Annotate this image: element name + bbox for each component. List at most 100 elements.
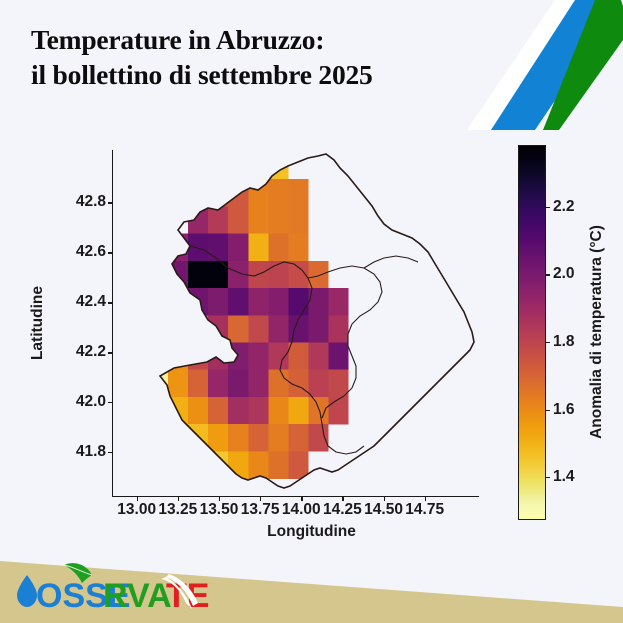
heat-cell bbox=[228, 288, 249, 316]
heat-cell bbox=[228, 396, 249, 425]
heat-cell bbox=[168, 288, 189, 316]
heat-cell bbox=[160, 315, 169, 343]
x-tick bbox=[218, 497, 221, 501]
region-outline bbox=[158, 153, 475, 489]
y-tick bbox=[108, 452, 112, 454]
heat-cell bbox=[288, 260, 309, 289]
title-line-1: Temperature in Abruzzo: bbox=[31, 24, 325, 55]
x-tick bbox=[136, 497, 138, 501]
heat-cell bbox=[288, 396, 309, 425]
y-tick bbox=[108, 302, 112, 304]
y-axis-spine bbox=[112, 150, 114, 497]
heat-cell bbox=[268, 369, 289, 398]
x-tick-label: 14.75 bbox=[405, 501, 445, 518]
y-tick-label: 42.0 bbox=[75, 393, 106, 411]
heat-cell bbox=[208, 154, 229, 180]
x-tick-label: 13.00 bbox=[117, 501, 157, 518]
x-axis-title: Longitudine bbox=[267, 523, 356, 540]
heat-cell bbox=[248, 233, 269, 262]
heat-cell bbox=[228, 315, 249, 343]
x-tick-label: 14.00 bbox=[281, 501, 321, 518]
colorbar-tick bbox=[545, 477, 550, 479]
heat-cell bbox=[248, 288, 269, 316]
heat-cell bbox=[188, 260, 209, 289]
colorbar-tick-label: 2.0 bbox=[553, 265, 575, 283]
heat-cell bbox=[328, 288, 349, 316]
heat-cell bbox=[308, 396, 329, 425]
heat-cell bbox=[168, 369, 189, 398]
heat-cell bbox=[188, 396, 209, 425]
heat-cell bbox=[288, 233, 309, 262]
y-tick bbox=[108, 202, 112, 204]
x-tick-label: 13.50 bbox=[199, 501, 239, 518]
heat-cell bbox=[160, 260, 169, 289]
heat-cell bbox=[268, 260, 289, 289]
x-tick bbox=[260, 497, 262, 501]
colorbar-tick bbox=[545, 341, 550, 344]
heat-cell bbox=[228, 233, 249, 262]
heat-cell bbox=[268, 396, 289, 425]
heat-cell bbox=[288, 179, 309, 207]
colorbar-tick-label: 1.6 bbox=[553, 400, 575, 418]
x-axis-spine bbox=[112, 495, 479, 497]
water-drop-icon bbox=[17, 575, 37, 607]
heat-cell bbox=[188, 315, 209, 343]
y-axis-title: Latitudine bbox=[29, 285, 46, 361]
heat-cell bbox=[288, 451, 309, 479]
footer-band-shape bbox=[0, 561, 623, 623]
colorbar-tick bbox=[545, 206, 550, 209]
heat-cell bbox=[268, 206, 289, 234]
heat-cell bbox=[328, 315, 349, 343]
colorbar-tick-label: 2.2 bbox=[553, 197, 575, 215]
heat-cell bbox=[288, 288, 309, 316]
leaf-icon bbox=[63, 563, 93, 583]
heat-cell bbox=[228, 179, 249, 207]
heat-cell bbox=[208, 206, 229, 234]
heat-cell bbox=[288, 369, 309, 398]
map-plot-area: 13.00 13.25 13.50 13.75 14.00 14.25 14.50 14.75… bbox=[76, 150, 479, 518]
heat-cell bbox=[208, 369, 229, 398]
heat-cell bbox=[228, 260, 249, 289]
heat-cell bbox=[248, 154, 269, 180]
heat-cell bbox=[160, 288, 169, 316]
ribbon-stripe-blue bbox=[491, 0, 623, 130]
heat-cell bbox=[268, 154, 289, 180]
colorbar-gradient bbox=[519, 146, 545, 519]
heat-cell bbox=[328, 342, 349, 371]
heat-cell bbox=[208, 396, 229, 425]
x-tick-label: 13.75 bbox=[240, 501, 280, 518]
footer-band: OSSE RVA TE bbox=[0, 545, 623, 623]
heat-cell bbox=[248, 424, 269, 452]
y-tick-label: 42.8 bbox=[75, 193, 106, 211]
x-tick-label: 14.50 bbox=[364, 501, 403, 518]
heat-cell bbox=[188, 369, 209, 398]
page-title: Temperature in Abruzzo: il bollettino di… bbox=[31, 22, 501, 92]
heat-cell bbox=[268, 233, 289, 262]
x-tick-label: 14.25 bbox=[322, 501, 362, 518]
abruzzo-choropleth-map bbox=[158, 153, 475, 489]
heat-cell bbox=[288, 206, 309, 234]
x-tick bbox=[383, 497, 385, 501]
heat-cell bbox=[208, 233, 229, 262]
heat-cell bbox=[268, 315, 289, 343]
heat-cell bbox=[248, 396, 269, 425]
osservate-logo[interactable]: OSSE RVA TE bbox=[14, 559, 229, 615]
colorbar-tick bbox=[545, 409, 550, 411]
x-axis-tick-labels: 13.00 13.25 13.50 13.75 14.00 14.25 14.50 14.75 bbox=[112, 497, 479, 523]
heat-cell bbox=[188, 342, 209, 371]
x-tick-label: 13.25 bbox=[158, 501, 198, 518]
heat-cell bbox=[160, 342, 169, 371]
colorbar: 1.4 1.6 1.8 2.0 2.2 bbox=[518, 145, 575, 520]
y-tick bbox=[108, 252, 112, 254]
heat-cell bbox=[268, 424, 289, 452]
y-axis-tick-labels: 41.8 42.0 42.2 42.4 42.6 42.8 bbox=[42, 150, 112, 497]
logo-text-green: RVA bbox=[103, 577, 172, 615]
heat-cell bbox=[308, 260, 329, 289]
heat-cell bbox=[268, 451, 289, 479]
heat-cell bbox=[228, 369, 249, 398]
heat-cell bbox=[268, 288, 289, 316]
heat-cell bbox=[228, 424, 249, 452]
heat-cell bbox=[308, 342, 329, 371]
heat-cell bbox=[308, 315, 329, 343]
colorbar-tick-label: 1.8 bbox=[553, 332, 575, 350]
